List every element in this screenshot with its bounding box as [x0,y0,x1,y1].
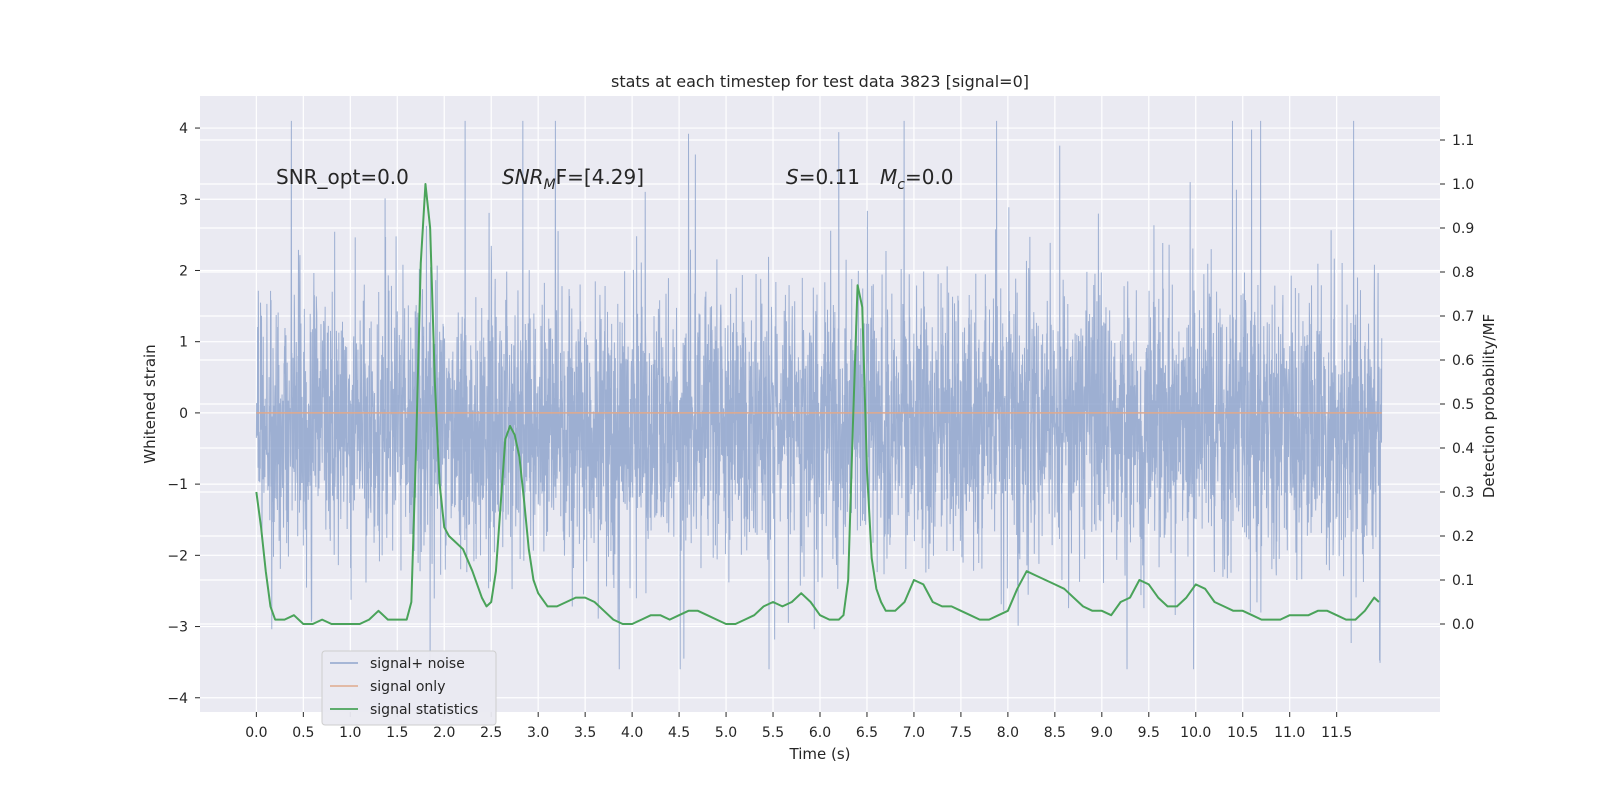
chart-title: stats at each timestep for test data 382… [611,72,1029,91]
x-tick-label: 7.5 [950,725,972,741]
right-tick-label: 0.2 [1452,529,1474,545]
snr-mf-rest: F=[4.29] [556,165,644,189]
annotation-snr-opt: SNR_opt=0.0 [276,165,409,189]
x-tick-label: 7.0 [903,725,925,741]
annotation-mc: Mc=0.0 [880,165,954,193]
x-tick-label: 3.0 [527,725,549,741]
x-tick-label: 5.5 [762,725,784,741]
right-axis-label: Detection probability/MF [1480,314,1498,498]
right-tick-label: 0.8 [1452,265,1474,281]
x-tick-label: 4.5 [668,725,690,741]
right-tick-label: 0.0 [1452,617,1474,633]
y-tick-label: 2 [179,263,188,279]
y-tick-label: −1 [167,477,188,493]
right-tick-label: 0.4 [1452,441,1474,457]
x-axis-label: Time (s) [789,745,851,763]
x-tick-label: 8.5 [1044,725,1066,741]
y-tick-label: −4 [167,691,188,707]
x-tick-label: 0.5 [292,725,314,741]
right-tick-label: 1.0 [1452,177,1474,193]
legend-box [321,650,497,726]
right-tick-label: 0.7 [1452,309,1474,325]
legend-label-signal-plus-noise: signal+ noise [370,656,465,672]
y-tick-label: −3 [167,620,188,636]
right-tick-label: 0.6 [1452,353,1474,369]
x-tick-label: 10.0 [1180,725,1211,741]
y-tick-label: 4 [179,121,188,137]
x-tick-label: 0.0 [245,725,267,741]
x-tick-label: 10.5 [1227,725,1258,741]
s-label: S [786,165,799,189]
snr-mf-main: SNR [502,165,544,189]
x-tick-label: 3.5 [574,725,596,741]
x-tick-label: 9.0 [1091,725,1113,741]
x-tick-label: 1.5 [386,725,408,741]
right-tick-label: 0.1 [1452,573,1474,589]
annotation-snr-mf: SNRMF=[4.29] [502,165,644,193]
legend-label-signal-statistics: signal statistics [370,702,478,718]
x-tick-label: 9.5 [1138,725,1160,741]
x-tick-label: 6.0 [809,725,831,741]
y-tick-label: 0 [179,406,188,422]
mc-label: M [880,165,897,189]
y-tick-label: 3 [179,192,188,208]
signal-statistics-series [255,183,1380,625]
mc-value: =0.0 [905,165,954,189]
x-tick-label: 6.5 [856,725,878,741]
s-value: =0.11 [799,165,860,189]
right-axis-ticks: 0.0 0.1 0.2 0.3 0.4 0.5 0.6 0.7 0.8 0.9 1.0 1.1 [1440,133,1474,633]
x-axis-ticks: 0.0 0.5 1.0 1.5 2.0 2.5 3.0 3.5 4.0 4.5 5.0 5.5 6.0 6… [245,712,1352,741]
x-tick-label: 11.0 [1274,725,1305,741]
snr-mf-sub: M [544,177,556,193]
signal-statistics-line [255,183,1380,625]
x-tick-label: 8.0 [997,725,1019,741]
y-tick-label: −2 [167,548,188,564]
mc-sub: c [897,177,905,193]
right-tick-label: 0.9 [1452,221,1474,237]
x-tick-label: 1.0 [339,725,361,741]
signal-plus-noise-line [255,120,1383,670]
x-tick-label: 11.5 [1321,725,1352,741]
signal-plus-noise-series [255,120,1383,670]
x-tick-label: 2.0 [433,725,455,741]
y-axis-ticks: −4 −3 −2 −1 0 1 2 3 4 [167,121,200,707]
y-tick-label: 1 [179,335,188,351]
right-tick-label: 0.3 [1452,485,1474,501]
x-tick-label: 5.0 [715,725,737,741]
right-tick-label: 0.5 [1452,397,1474,413]
y-axis-label: Whitened strain [141,344,159,463]
right-tick-label: 1.1 [1452,133,1474,149]
x-tick-label: 4.0 [621,725,643,741]
x-tick-label: 2.5 [480,725,502,741]
annotation-s: S=0.11 [786,165,860,189]
legend: signal+ noise signal only signal statist… [321,650,497,726]
legend-label-signal-only: signal only [370,679,445,695]
